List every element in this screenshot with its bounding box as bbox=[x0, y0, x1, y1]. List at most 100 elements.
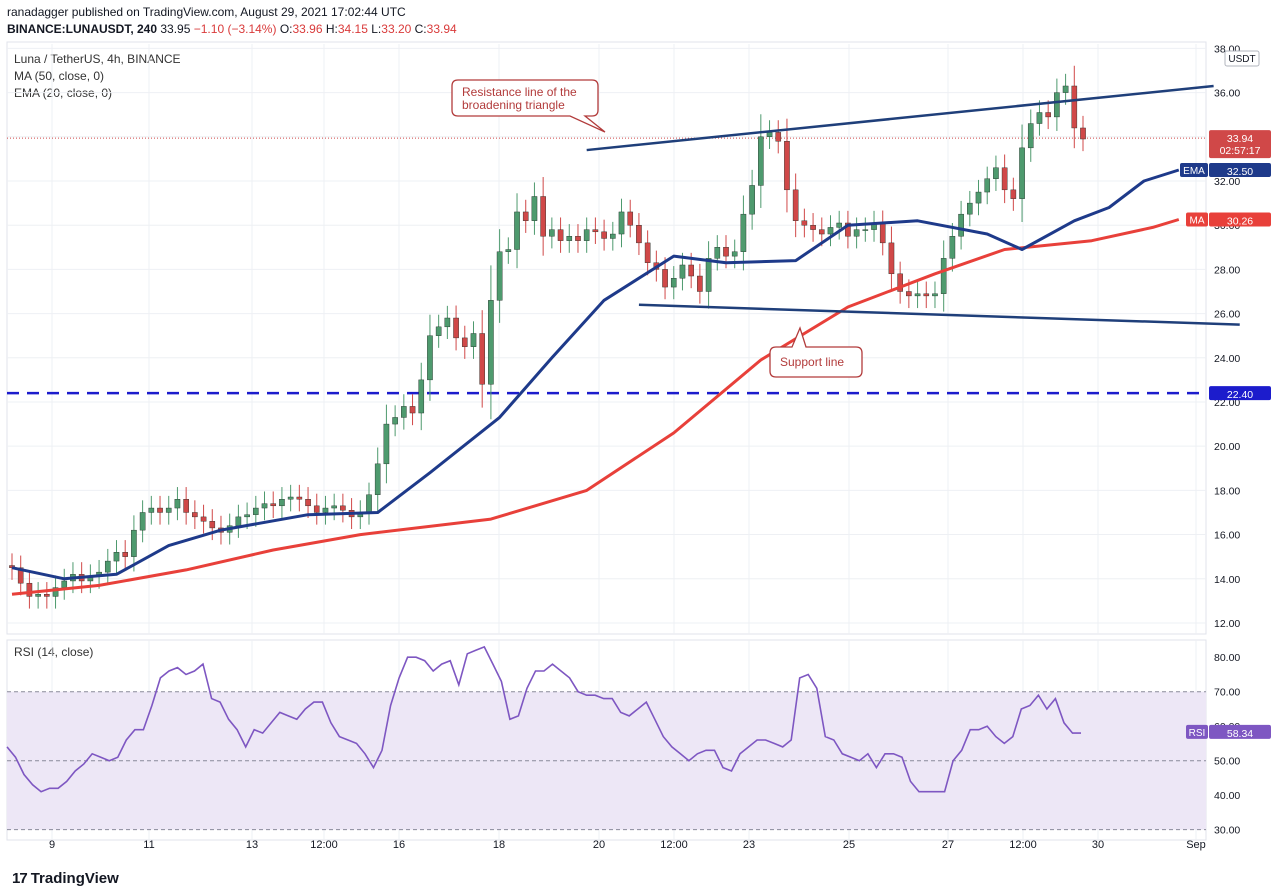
candle-up bbox=[104, 560, 111, 573]
last-price-badge-text: 33.94 bbox=[1227, 133, 1253, 145]
x-tick-label: 12:00 bbox=[1009, 839, 1037, 851]
candle-down bbox=[1045, 112, 1051, 118]
x-tick-label: 25 bbox=[843, 839, 855, 851]
candle-up bbox=[470, 333, 477, 347]
candle-up bbox=[670, 278, 677, 288]
candle-down bbox=[1010, 189, 1017, 199]
rsi-tag bbox=[1186, 724, 1208, 739]
candle-down bbox=[26, 582, 33, 597]
candle-down bbox=[888, 242, 895, 275]
x-tick-label: 20 bbox=[593, 839, 605, 851]
candle-up bbox=[583, 229, 590, 241]
rsi-tick-label: 50.00 bbox=[1214, 756, 1240, 768]
candle-up bbox=[853, 229, 860, 237]
candle-down bbox=[906, 291, 912, 297]
candle-down bbox=[296, 496, 303, 500]
candle-down bbox=[662, 269, 668, 288]
low-label: L: bbox=[371, 22, 382, 36]
ema20-line bbox=[11, 168, 1180, 581]
x-tick-label: 16 bbox=[393, 839, 405, 851]
rsi-legend[interactable]: RSI (14, close) bbox=[14, 645, 94, 659]
y-tick-label: 16.00 bbox=[1214, 530, 1240, 542]
candle-down bbox=[1080, 127, 1086, 140]
candle-down bbox=[557, 229, 564, 241]
candle-down bbox=[636, 224, 642, 244]
tradingview-brand: 17 TradingView bbox=[12, 870, 119, 887]
candle-down bbox=[923, 293, 930, 297]
current-price: 33.95 bbox=[160, 22, 191, 36]
low-value: 33.20 bbox=[381, 22, 412, 36]
candle-up bbox=[836, 222, 842, 228]
candle-up bbox=[984, 178, 991, 193]
ma-value-badge-text: 30.26 bbox=[1227, 215, 1253, 227]
candle-down bbox=[697, 275, 703, 292]
candle-up bbox=[958, 213, 964, 237]
close-value: 33.94 bbox=[426, 22, 457, 36]
support-callout-text: Support line bbox=[780, 355, 844, 369]
candle-up bbox=[253, 507, 259, 515]
candle-down bbox=[601, 231, 607, 239]
x-tick-label: 27 bbox=[942, 839, 954, 851]
candle-up bbox=[235, 516, 242, 526]
y-tick-label: 20.00 bbox=[1214, 441, 1240, 453]
ma-value-badge-bg bbox=[1209, 212, 1271, 227]
candle-up bbox=[435, 326, 442, 336]
candle-up bbox=[322, 507, 329, 513]
candle-up bbox=[914, 293, 921, 297]
x-tick-label: 11 bbox=[143, 839, 154, 851]
candle-down bbox=[592, 229, 599, 233]
y-tick-label: 28.00 bbox=[1214, 264, 1240, 276]
symbol-ohlc-line: BINANCE:LUNAUSDT, 240 33.95 −1.10 (−3.14… bbox=[7, 22, 457, 36]
candle-up bbox=[52, 587, 59, 597]
x-tick-label: 12:00 bbox=[660, 839, 688, 851]
candle-down bbox=[183, 499, 189, 513]
x-tick-label: 18 bbox=[493, 839, 505, 851]
symbol-name: BINANCE:LUNAUSDT, 240 bbox=[7, 22, 158, 36]
candle-up bbox=[949, 236, 956, 259]
ema-value-badge-text: 32.50 bbox=[1227, 166, 1253, 178]
resistance-callout-text: Resistance line of the bbox=[462, 85, 577, 99]
ma50-line bbox=[11, 218, 1180, 596]
candle-down bbox=[209, 521, 216, 529]
chart-canvas[interactable]: 9 11 13 12:00 16 18 20 12:00 23 25 27 12:00 30 Sep 12.… bbox=[0, 40, 1280, 860]
candle-up bbox=[740, 213, 747, 252]
x-tick-label: 12:00 bbox=[310, 839, 338, 851]
candle-down bbox=[627, 211, 634, 226]
candle-up bbox=[940, 258, 947, 294]
candle-up bbox=[35, 594, 41, 597]
candle-up bbox=[749, 185, 755, 215]
ma-legend[interactable]: MA (50, close, 0) bbox=[14, 69, 105, 83]
ma-value-badge: 30.26 bbox=[1209, 212, 1271, 227]
candle-up bbox=[1027, 123, 1034, 149]
ema-value-badge-bg bbox=[1209, 162, 1271, 177]
candle-down bbox=[688, 264, 694, 277]
candle-up bbox=[287, 496, 294, 500]
x-tick-label: 9 bbox=[49, 839, 55, 851]
usdt-tag-text: USDT bbox=[1228, 54, 1255, 65]
rsi-band bbox=[7, 691, 1206, 830]
candle-down bbox=[775, 132, 782, 142]
resistance-trendline bbox=[586, 84, 1214, 152]
ema-tag bbox=[1180, 162, 1208, 177]
candle-up bbox=[549, 229, 555, 237]
candle-down bbox=[845, 222, 851, 237]
level-badge-text: 22.40 bbox=[1227, 389, 1253, 401]
candle-up bbox=[1062, 85, 1069, 93]
candle-up bbox=[566, 236, 573, 241]
candle-up bbox=[975, 191, 982, 204]
high-label: H: bbox=[325, 22, 338, 36]
candle-down bbox=[453, 317, 459, 339]
candle-up bbox=[61, 580, 68, 588]
candle-up bbox=[731, 251, 738, 257]
candle-up bbox=[1036, 112, 1043, 124]
candle-down bbox=[575, 236, 581, 241]
candle-up bbox=[331, 505, 337, 509]
candle-up bbox=[418, 379, 425, 414]
open-value: 33.96 bbox=[292, 22, 323, 36]
y-tick-label: 18.00 bbox=[1214, 485, 1240, 497]
y-tick-label: 32.00 bbox=[1214, 176, 1240, 188]
x-tick-label: 30 bbox=[1092, 839, 1104, 851]
candle-up bbox=[148, 507, 155, 513]
candle-up bbox=[862, 229, 869, 231]
rsi-tick-label: 70.00 bbox=[1214, 687, 1240, 699]
